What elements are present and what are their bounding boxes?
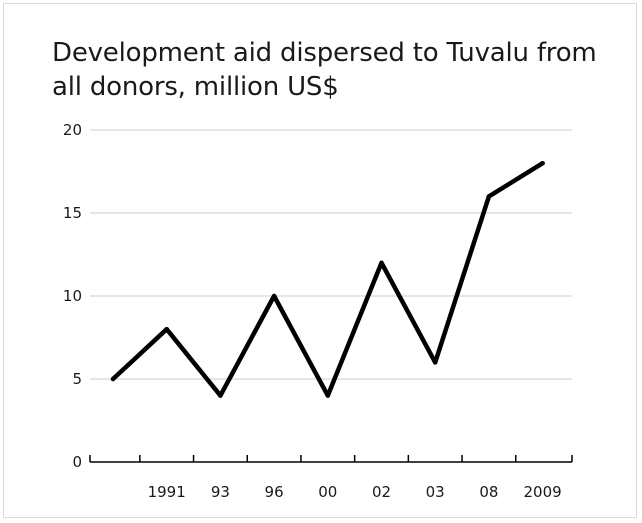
data-point bbox=[486, 194, 492, 199]
x-axis bbox=[89, 455, 573, 463]
y-axis-ticks: 0 5 10 15 20 bbox=[63, 121, 82, 471]
y-tick-label: 15 bbox=[63, 204, 82, 222]
data-point bbox=[110, 376, 116, 382]
data-point bbox=[325, 393, 330, 398]
y-tick-label: 20 bbox=[63, 121, 82, 139]
y-tick-label: 5 bbox=[72, 370, 82, 388]
x-tick-label: 96 bbox=[265, 483, 284, 501]
x-tick-label: 2009 bbox=[524, 483, 562, 501]
data-point bbox=[540, 161, 545, 166]
x-tick-label: 93 bbox=[211, 483, 230, 501]
data-point bbox=[271, 293, 277, 299]
gridlines bbox=[90, 129, 572, 380]
x-tick-label: 00 bbox=[318, 483, 337, 501]
y-tick-label: 10 bbox=[63, 287, 82, 305]
data-point bbox=[218, 393, 223, 398]
data-point bbox=[379, 260, 384, 265]
chart-title: Development aid dispersed to Tuvalu from… bbox=[52, 38, 597, 102]
data-point bbox=[433, 360, 438, 365]
chart-frame bbox=[3, 3, 637, 518]
x-tick-label: 03 bbox=[426, 483, 445, 501]
series-line-group bbox=[110, 160, 545, 398]
x-tick-label: 1991 bbox=[148, 483, 186, 501]
x-tick-label: 08 bbox=[479, 483, 498, 501]
series-line bbox=[110, 160, 545, 398]
x-axis-ticks: 1991 93 96 00 02 03 08 2009 bbox=[148, 483, 562, 501]
x-tick-label: 02 bbox=[372, 483, 391, 501]
data-point bbox=[164, 327, 169, 332]
y-tick-label: 0 bbox=[72, 453, 82, 471]
